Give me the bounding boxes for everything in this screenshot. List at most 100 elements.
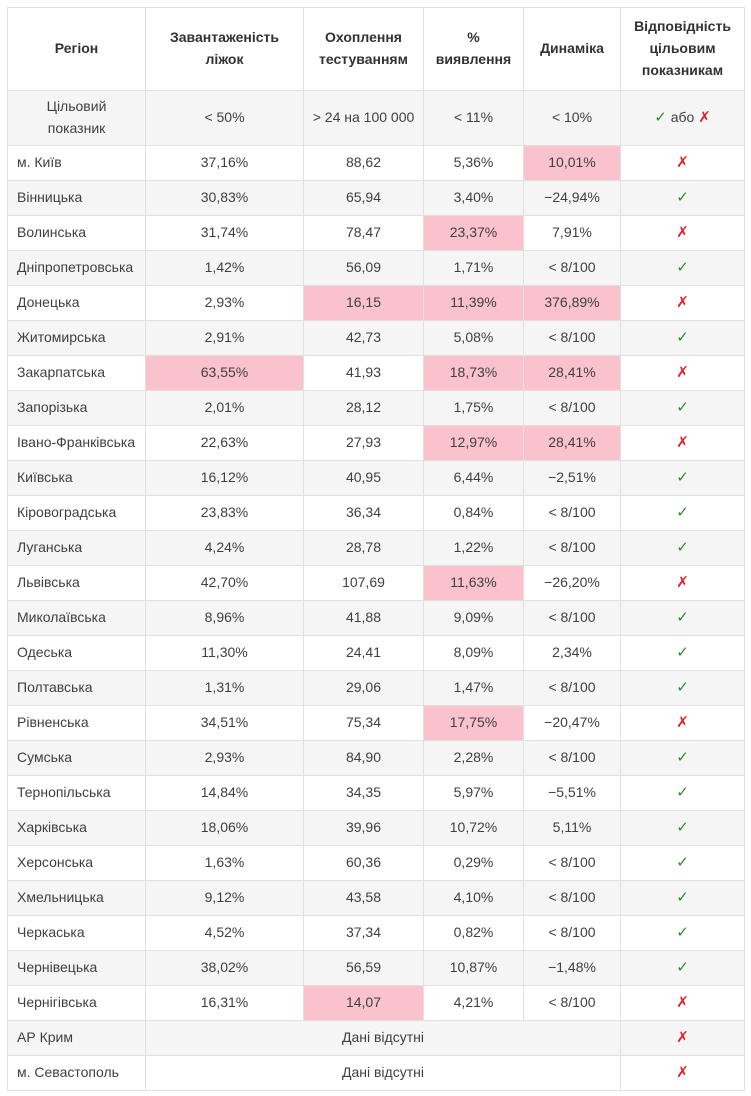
testing-cell: 56,59	[303, 950, 424, 986]
cross-icon: ✗	[676, 574, 689, 592]
testing-cell: 88,62	[303, 145, 424, 181]
detection-cell: 10,72%	[423, 810, 524, 846]
dynamics-cell: < 8/100	[523, 845, 621, 881]
check-icon: ✓	[676, 469, 689, 487]
dynamics-cell: 5,11%	[523, 810, 621, 846]
region-cell: Вінницька	[7, 180, 146, 216]
column-header-dynamics: Динаміка	[523, 7, 621, 91]
dynamics-cell: < 8/100	[523, 495, 621, 531]
check-icon: ✓	[676, 924, 689, 942]
check-icon: ✓	[676, 329, 689, 347]
table-row: Київська 16,12% 40,95 6,44% −2,51% ✓	[7, 460, 745, 496]
beds-cell: 34,51%	[145, 705, 304, 741]
testing-cell: 41,88	[303, 600, 424, 636]
cross-icon: ✗	[676, 994, 689, 1012]
target-compliance-cell: ✓ або ✗	[620, 90, 745, 146]
region-cell: Чернівецька	[7, 950, 146, 986]
compliance-cell: ✓	[620, 390, 745, 426]
table-row: Вінницька 30,83% 65,94 3,40% −24,94% ✓	[7, 180, 745, 216]
header-row: Регіон Завантаженість ліжок Охоплення те…	[7, 7, 745, 91]
region-cell: Кіровоградська	[7, 495, 146, 531]
dynamics-cell: −1,48%	[523, 950, 621, 986]
table-row: Тернопільська 14,84% 34,35 5,97% −5,51% ✓	[7, 775, 745, 811]
detection-cell: 12,97%	[423, 425, 524, 461]
table-row: Одеська 11,30% 24,41 8,09% 2,34% ✓	[7, 635, 745, 671]
beds-cell: 2,01%	[145, 390, 304, 426]
dynamics-cell: 10,01%	[523, 145, 621, 181]
beds-cell: 4,52%	[145, 915, 304, 951]
column-header-beds: Завантаженість ліжок	[145, 7, 304, 91]
target-dynamics-cell: < 10%	[523, 90, 621, 146]
beds-cell: 42,70%	[145, 565, 304, 601]
beds-cell: 4,24%	[145, 530, 304, 566]
region-cell: м. Севастополь	[7, 1055, 146, 1091]
check-icon: ✓	[676, 539, 689, 557]
testing-cell: 43,58	[303, 880, 424, 916]
beds-cell: 2,91%	[145, 320, 304, 356]
column-header-testing: Охоплення тестуванням	[303, 7, 424, 91]
check-icon: ✓	[676, 679, 689, 697]
testing-cell: 78,47	[303, 215, 424, 251]
testing-cell: 16,15	[303, 285, 424, 321]
table-row: м. Севастополь Дані відсутні ✗	[7, 1055, 745, 1091]
testing-cell: 28,12	[303, 390, 424, 426]
region-cell: Закарпатська	[7, 355, 146, 391]
compliance-cell: ✓	[620, 810, 745, 846]
table-row: Чернігівська 16,31% 14,07 4,21% < 8/100 ✗	[7, 985, 745, 1021]
table-row: Кіровоградська 23,83% 36,34 0,84% < 8/100 ✓	[7, 495, 745, 531]
table-row: Полтавська 1,31% 29,06 1,47% < 8/100 ✓	[7, 670, 745, 706]
detection-cell: 5,36%	[423, 145, 524, 181]
check-icon: ✓	[676, 259, 689, 277]
dynamics-cell: < 8/100	[523, 390, 621, 426]
compliance-cell: ✓	[620, 530, 745, 566]
compliance-cell: ✗	[620, 565, 745, 601]
region-cell: Київська	[7, 460, 146, 496]
region-cell: Хмельницька	[7, 880, 146, 916]
region-cell: Херсонська	[7, 845, 146, 881]
compliance-cell: ✓	[620, 180, 745, 216]
check-icon: ✓	[676, 609, 689, 627]
compliance-cell: ✗	[620, 1055, 745, 1091]
region-cell: Дніпропетровська	[7, 250, 146, 286]
beds-cell: 37,16%	[145, 145, 304, 181]
compliance-cell: ✓	[620, 740, 745, 776]
check-icon: ✓	[676, 189, 689, 207]
table-row: Донецька 2,93% 16,15 11,39% 376,89% ✗	[7, 285, 745, 321]
regional-indicators-table: Регіон Завантаженість ліжок Охоплення те…	[7, 7, 745, 1091]
detection-cell: 9,09%	[423, 600, 524, 636]
or-label: або	[670, 109, 695, 126]
compliance-cell: ✗	[620, 285, 745, 321]
testing-cell: 41,93	[303, 355, 424, 391]
testing-cell: 65,94	[303, 180, 424, 216]
column-header-detection: % виявлення	[423, 7, 524, 91]
beds-cell: 1,31%	[145, 670, 304, 706]
region-cell: Івано-Франківська	[7, 425, 146, 461]
region-cell: Харківська	[7, 810, 146, 846]
compliance-cell: ✓	[620, 250, 745, 286]
compliance-cell: ✓	[620, 880, 745, 916]
no-data-cell: Дані відсутні	[145, 1055, 621, 1091]
detection-cell: 6,44%	[423, 460, 524, 496]
table-row: Харківська 18,06% 39,96 10,72% 5,11% ✓	[7, 810, 745, 846]
detection-cell: 8,09%	[423, 635, 524, 671]
table-row: Львівська 42,70% 107,69 11,63% −26,20% ✗	[7, 565, 745, 601]
detection-cell: 11,39%	[423, 285, 524, 321]
table-row: Черкаська 4,52% 37,34 0,82% < 8/100 ✓	[7, 915, 745, 951]
region-cell: Миколаївська	[7, 600, 146, 636]
cross-icon: ✗	[676, 224, 689, 242]
table-row: Запорізька 2,01% 28,12 1,75% < 8/100 ✓	[7, 390, 745, 426]
beds-cell: 30,83%	[145, 180, 304, 216]
detection-cell: 1,71%	[423, 250, 524, 286]
compliance-cell: ✓	[620, 635, 745, 671]
compliance-cell: ✓	[620, 845, 745, 881]
dynamics-cell: 28,41%	[523, 425, 621, 461]
detection-cell: 4,10%	[423, 880, 524, 916]
beds-cell: 9,12%	[145, 880, 304, 916]
region-cell: м. Київ	[7, 145, 146, 181]
beds-cell: 31,74%	[145, 215, 304, 251]
check-icon: ✓	[676, 784, 689, 802]
table-row: Рівненська 34,51% 75,34 17,75% −20,47% ✗	[7, 705, 745, 741]
testing-cell: 29,06	[303, 670, 424, 706]
dynamics-cell: −2,51%	[523, 460, 621, 496]
detection-cell: 0,82%	[423, 915, 524, 951]
